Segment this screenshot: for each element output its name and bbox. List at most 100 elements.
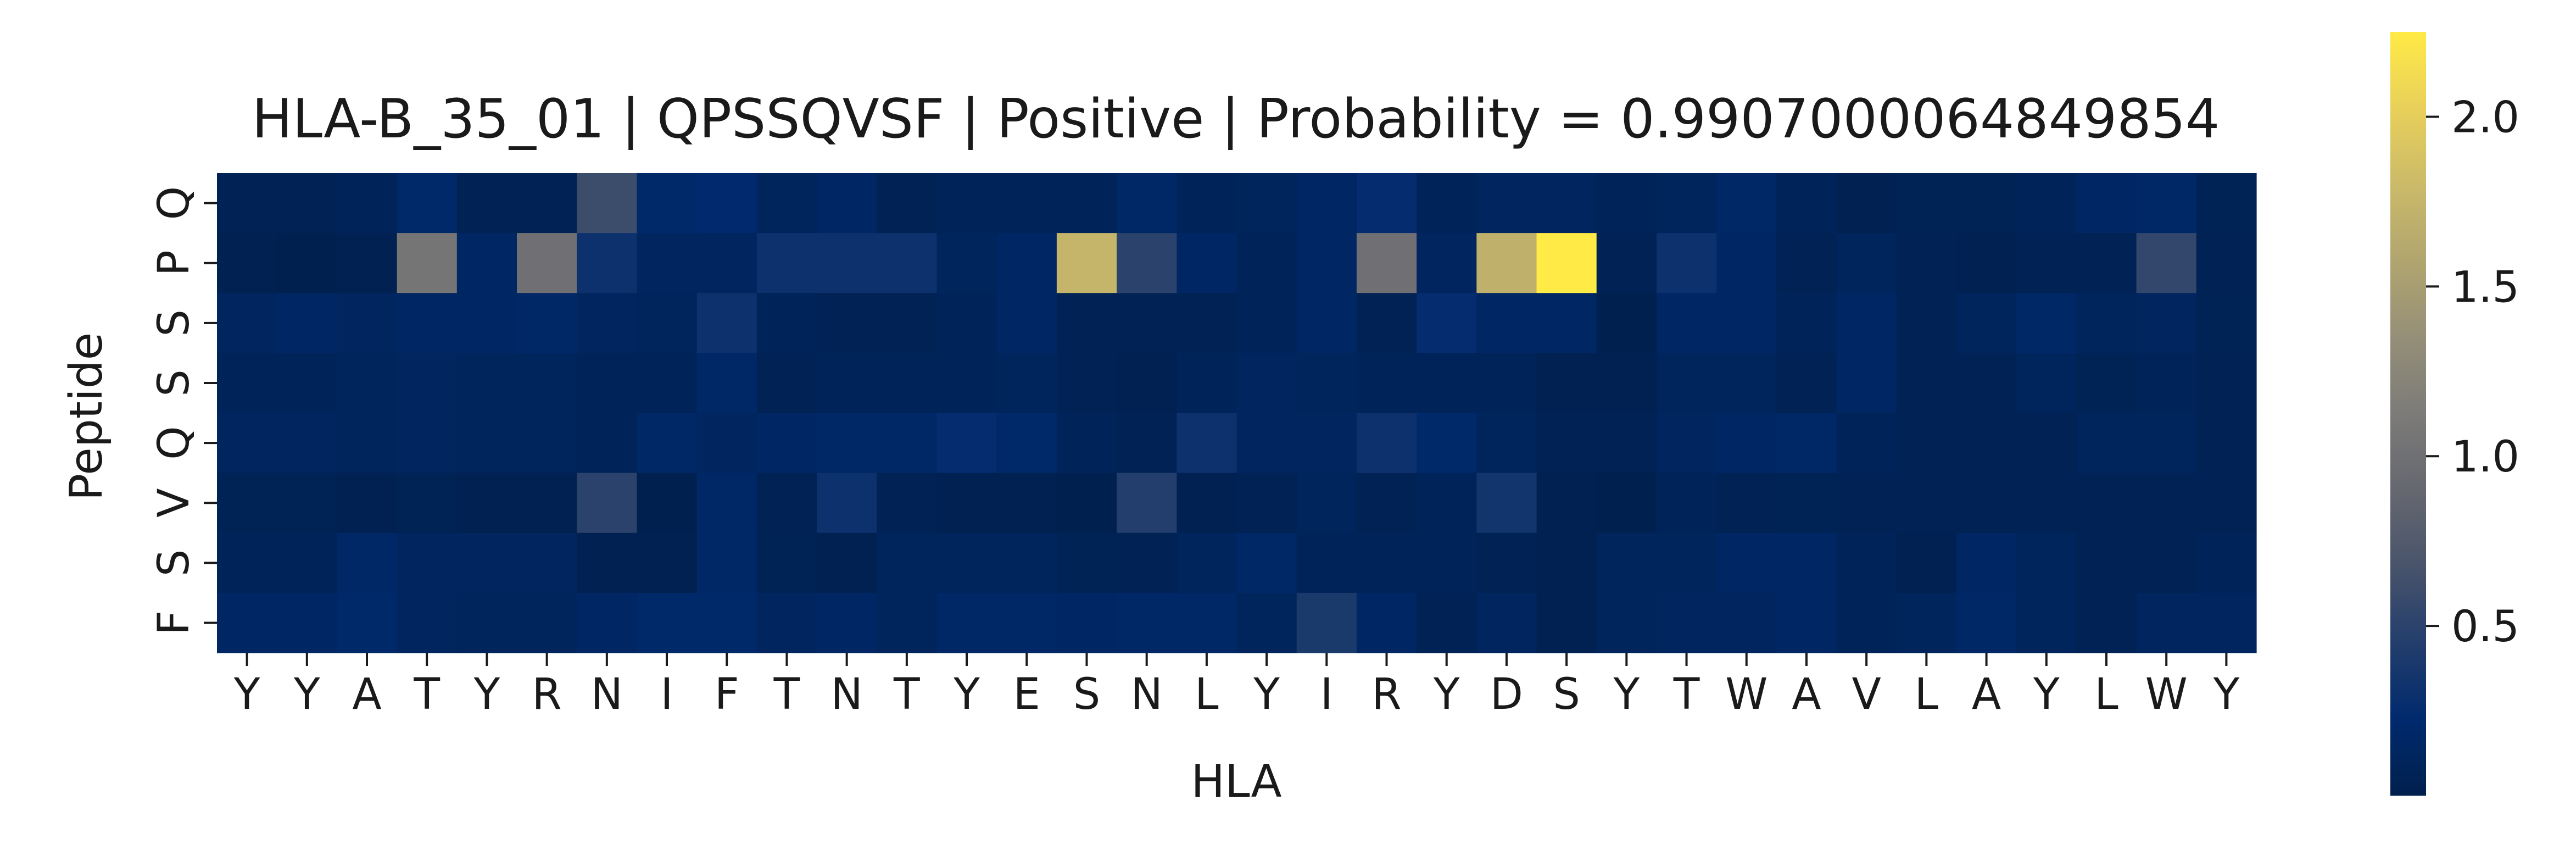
- heatmap-cell: [1296, 532, 1357, 593]
- heatmap-cell: [337, 233, 398, 293]
- x-tick-label: D: [1490, 670, 1523, 719]
- heatmap-cell: [337, 293, 398, 353]
- heatmap-cell: [817, 473, 877, 534]
- heatmap-cell: [1956, 353, 2017, 414]
- heatmap-cell: [217, 592, 277, 653]
- x-axis-label: HLA: [1191, 756, 1281, 808]
- heatmap-cell: [2196, 293, 2257, 353]
- heatmap-cell: [277, 353, 338, 414]
- heatmap-cell: [696, 173, 757, 234]
- heatmap-cell: [517, 293, 577, 353]
- heatmap-cell: [1476, 233, 1537, 293]
- heatmap-cell: [1236, 233, 1297, 293]
- heatmap-cell: [877, 473, 938, 534]
- x-tick-label: Y: [2033, 670, 2060, 719]
- heatmap-cell: [1836, 233, 1897, 293]
- heatmap-cell: [936, 173, 997, 234]
- heatmap-cell: [1896, 592, 1957, 653]
- x-tick-label: S: [1553, 670, 1580, 719]
- heatmap-cell: [2136, 413, 2197, 474]
- heatmap-cell: [1417, 413, 1477, 474]
- heatmap-cell: [1056, 592, 1117, 653]
- heatmap-cell: [1596, 173, 1657, 234]
- heatmap-cell: [2076, 353, 2137, 414]
- x-tick-label: R: [1371, 670, 1401, 719]
- heatmap-cell: [1056, 233, 1117, 293]
- heatmap-cell: [397, 353, 458, 414]
- heatmap-cell: [996, 233, 1057, 293]
- heatmap-cell: [1656, 592, 1717, 653]
- y-tick-label: F: [149, 610, 199, 635]
- heatmap-cell: [337, 413, 398, 474]
- heatmap-cell: [637, 473, 698, 534]
- heatmap-cell: [1776, 473, 1837, 534]
- heatmap-cell: [1236, 592, 1297, 653]
- heatmap-cell: [517, 413, 577, 474]
- heatmap-cell: [337, 353, 398, 414]
- heatmap-cell: [277, 592, 338, 653]
- heatmap-cell: [456, 173, 517, 234]
- heatmap-cell: [1776, 173, 1837, 234]
- heatmap-cell: [2196, 473, 2257, 534]
- heatmap-cell: [877, 293, 938, 353]
- heatmap-cell: [696, 413, 757, 474]
- heatmap-cell: [1117, 353, 1177, 414]
- heatmap-cell: [217, 353, 277, 414]
- x-tick-label: L: [1915, 670, 1939, 719]
- heatmap-cell: [2196, 233, 2257, 293]
- heatmap-cell: [1177, 233, 1237, 293]
- heatmap-cell: [1716, 532, 1777, 593]
- heatmap-cell: [1716, 173, 1777, 234]
- heatmap-cell: [996, 293, 1057, 353]
- heatmap-cell: [756, 173, 817, 234]
- heatmap-cell: [1177, 293, 1237, 353]
- heatmap-cell: [1476, 473, 1537, 534]
- heatmap-cell: [1896, 473, 1957, 534]
- heatmap-cell: [2076, 473, 2137, 534]
- x-tick-label: W: [2145, 670, 2188, 719]
- x-tick-label: F: [715, 670, 739, 719]
- x-tick-label: Y: [2213, 670, 2240, 719]
- heatmap-cell: [1236, 353, 1297, 414]
- heatmap-cell: [277, 233, 338, 293]
- heatmap-cell: [996, 413, 1057, 474]
- x-tick-label: N: [1131, 670, 1163, 719]
- heatmap-cell: [696, 532, 757, 593]
- heatmap-cell: [2016, 233, 2077, 293]
- heatmap-cell: [1656, 353, 1717, 414]
- heatmap-cell: [696, 293, 757, 353]
- x-tick-label: A: [1972, 670, 2001, 719]
- heatmap-cell: [456, 532, 517, 593]
- heatmap-cell: [1296, 473, 1357, 534]
- heatmap-cell: [2196, 532, 2257, 593]
- heatmap-cell: [397, 592, 458, 653]
- heatmap-cell: [456, 473, 517, 534]
- heatmap-cell: [517, 173, 577, 234]
- y-tick-label: Q: [149, 186, 199, 220]
- heatmap-cell: [1656, 233, 1717, 293]
- x-tick-label: T: [893, 670, 920, 719]
- heatmap-cell: [277, 532, 338, 593]
- heatmap-cell: [1896, 293, 1957, 353]
- x-tick-label: W: [1725, 670, 1767, 719]
- heatmap-cells: [217, 173, 2257, 653]
- y-axis-label: Peptide: [60, 332, 113, 501]
- heatmap-cell: [397, 293, 458, 353]
- x-tick-label: T: [1673, 670, 1700, 719]
- heatmap-cell: [2076, 532, 2137, 593]
- heatmap-cell: [996, 473, 1057, 534]
- heatmap-cell: [1236, 173, 1297, 234]
- heatmap-cell: [1776, 532, 1837, 593]
- heatmap-cell: [1117, 233, 1177, 293]
- heatmap-cell: [1476, 173, 1537, 234]
- heatmap-cell: [756, 353, 817, 414]
- x-tick-label: I: [661, 670, 673, 719]
- heatmap-cell: [217, 413, 277, 474]
- heatmap-cell: [1356, 233, 1417, 293]
- heatmap-cell: [756, 473, 817, 534]
- heatmap-cell: [2136, 592, 2197, 653]
- heatmap-cell: [217, 173, 277, 234]
- heatmap-cell: [1536, 173, 1597, 234]
- x-tick-label: L: [2094, 670, 2118, 719]
